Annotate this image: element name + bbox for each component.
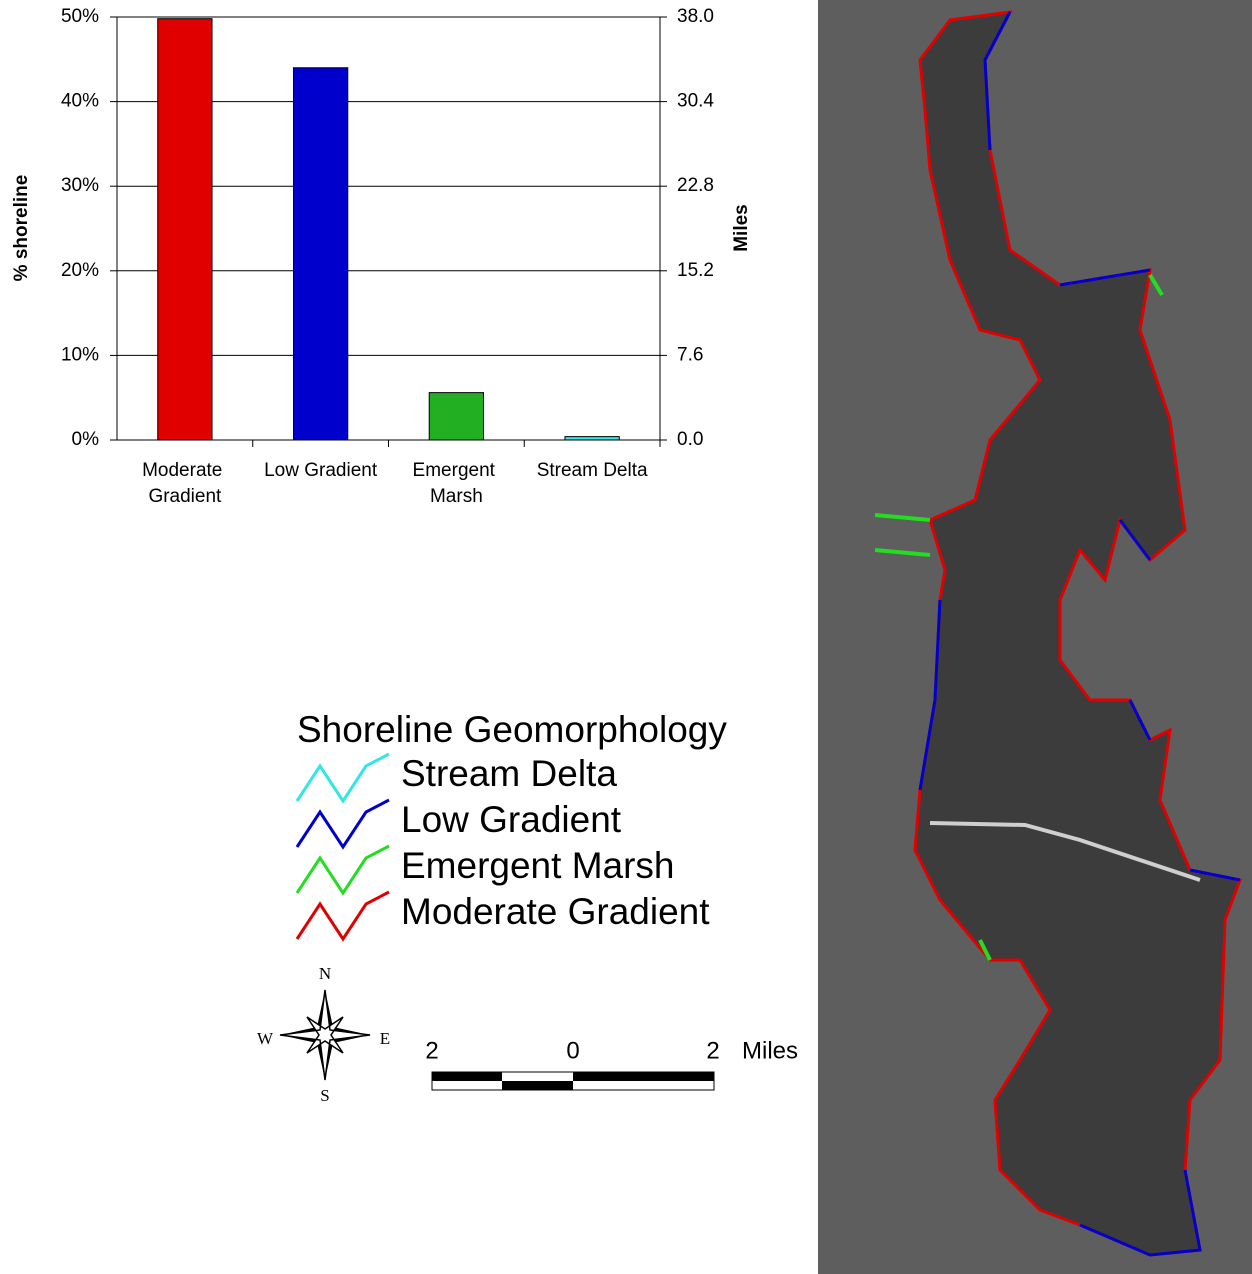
x-tick-line: Emergent <box>413 460 501 481</box>
bar <box>564 436 620 441</box>
bar <box>292 67 349 441</box>
y-axis-label: % shoreline <box>11 175 32 282</box>
y-tick-label: 20% <box>61 260 99 281</box>
x-tick-line: Gradient <box>148 486 222 507</box>
scale-seg <box>432 1072 502 1081</box>
bar <box>157 18 213 441</box>
legend-symbol <box>295 890 390 942</box>
compass-rose: N S E W <box>257 964 390 1105</box>
compass-w: W <box>257 1029 274 1048</box>
low-gradient-shore <box>918 11 1241 1257</box>
scale-seg <box>502 1081 573 1090</box>
legend-symbol <box>295 798 390 850</box>
scale-label: 2 <box>425 1037 438 1064</box>
y2-tick-label: 22.8 <box>677 175 714 196</box>
legend-label: Emergent Marsh <box>401 845 675 886</box>
y2-tick-label: 7.6 <box>677 344 703 365</box>
y2-tick-label: 38.0 <box>677 6 714 27</box>
scale-seg <box>573 1072 714 1081</box>
aerial-map <box>818 0 1252 1274</box>
legend-label: Moderate Gradient <box>401 891 710 932</box>
x-tick-label: Low Gradient <box>264 460 378 481</box>
y2-axis-label: Miles <box>731 204 752 252</box>
compass-n: N <box>319 964 331 983</box>
y2-tick-label: 0.0 <box>677 429 703 450</box>
legend-label: Low Gradient <box>401 799 622 840</box>
y-tick-label: 40% <box>61 91 99 112</box>
scale-bar: 2 0 2 Miles <box>425 1037 798 1091</box>
x-tick-line: Moderate <box>142 460 228 481</box>
y-tick-label: 10% <box>61 344 99 365</box>
compass-s: S <box>320 1086 329 1105</box>
legend-symbol <box>295 752 390 804</box>
legend-label: Stream Delta <box>401 753 617 794</box>
x-tick-label: Emergent Marsh <box>413 460 501 507</box>
legend-symbol <box>295 844 390 896</box>
compass-points <box>279 989 371 1081</box>
y-tick-label: 30% <box>61 175 99 196</box>
y-tick-label: 50% <box>61 6 99 27</box>
y2-tick-label: 15.2 <box>677 260 714 281</box>
bridge <box>929 821 1201 882</box>
legend-title: Shoreline Geomorphology <box>297 709 727 750</box>
x-tick-label: Stream Delta <box>537 460 648 481</box>
scale-unit: Miles <box>742 1037 798 1064</box>
marsh-shore <box>874 273 1164 961</box>
y2-tick-label: 30.4 <box>677 91 714 112</box>
x-tick-label: Moderate Gradient <box>142 460 228 507</box>
scale-label: 2 <box>706 1037 719 1064</box>
x-tick-line: Marsh <box>430 486 483 507</box>
y-tick-label: 0% <box>72 429 100 450</box>
bar <box>428 392 485 441</box>
scale-label: 0 <box>566 1037 579 1064</box>
compass-e: E <box>380 1029 390 1048</box>
